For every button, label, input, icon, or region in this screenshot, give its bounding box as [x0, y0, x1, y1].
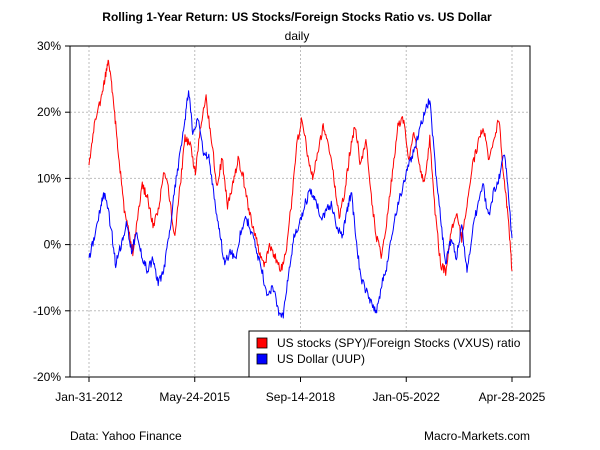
- legend-swatch: [256, 353, 268, 365]
- legend: US stocks (SPY)/Foreign Stocks (VXUS) ra…: [248, 330, 531, 378]
- chart-title: Rolling 1-Year Return: US Stocks/Foreign…: [102, 10, 492, 24]
- y-tick-label: 10%: [37, 171, 61, 185]
- brand-credit: Macro-Markets.com: [423, 429, 530, 443]
- series-line-ratio: [88, 59, 513, 276]
- x-axis: Jan-31-2012 May-24-2015 Sep-14-2018 Jan-05-…: [55, 377, 546, 404]
- y-axis: -20% -10% 0% 10% 20% 30%: [33, 39, 70, 384]
- y-tick-label: -10%: [33, 304, 61, 318]
- chart-subtitle: daily: [285, 29, 310, 43]
- grid-lines: [70, 46, 530, 377]
- legend-swatch: [256, 337, 268, 349]
- y-tick-label: 30%: [37, 39, 61, 53]
- series-line-dollar: [88, 90, 513, 319]
- legend-label: US stocks (SPY)/Foreign Stocks (VXUS) ra…: [277, 336, 521, 350]
- legend-box: [248, 330, 531, 378]
- x-tick-label: Sep-14-2018: [266, 390, 336, 404]
- y-tick-label: -20%: [33, 370, 61, 384]
- legend-label: US Dollar (UUP): [277, 352, 365, 366]
- y-tick-label: 0%: [44, 238, 62, 252]
- x-tick-label: Jan-31-2012: [55, 390, 123, 404]
- x-tick-label: Jan-05-2022: [373, 390, 441, 404]
- series-layer: [88, 59, 513, 319]
- x-tick-label: Apr-28-2025: [479, 390, 546, 404]
- y-tick-label: 20%: [37, 105, 61, 119]
- x-tick-label: May-24-2015: [159, 390, 230, 404]
- data-source-note: Data: Yahoo Finance: [70, 429, 182, 443]
